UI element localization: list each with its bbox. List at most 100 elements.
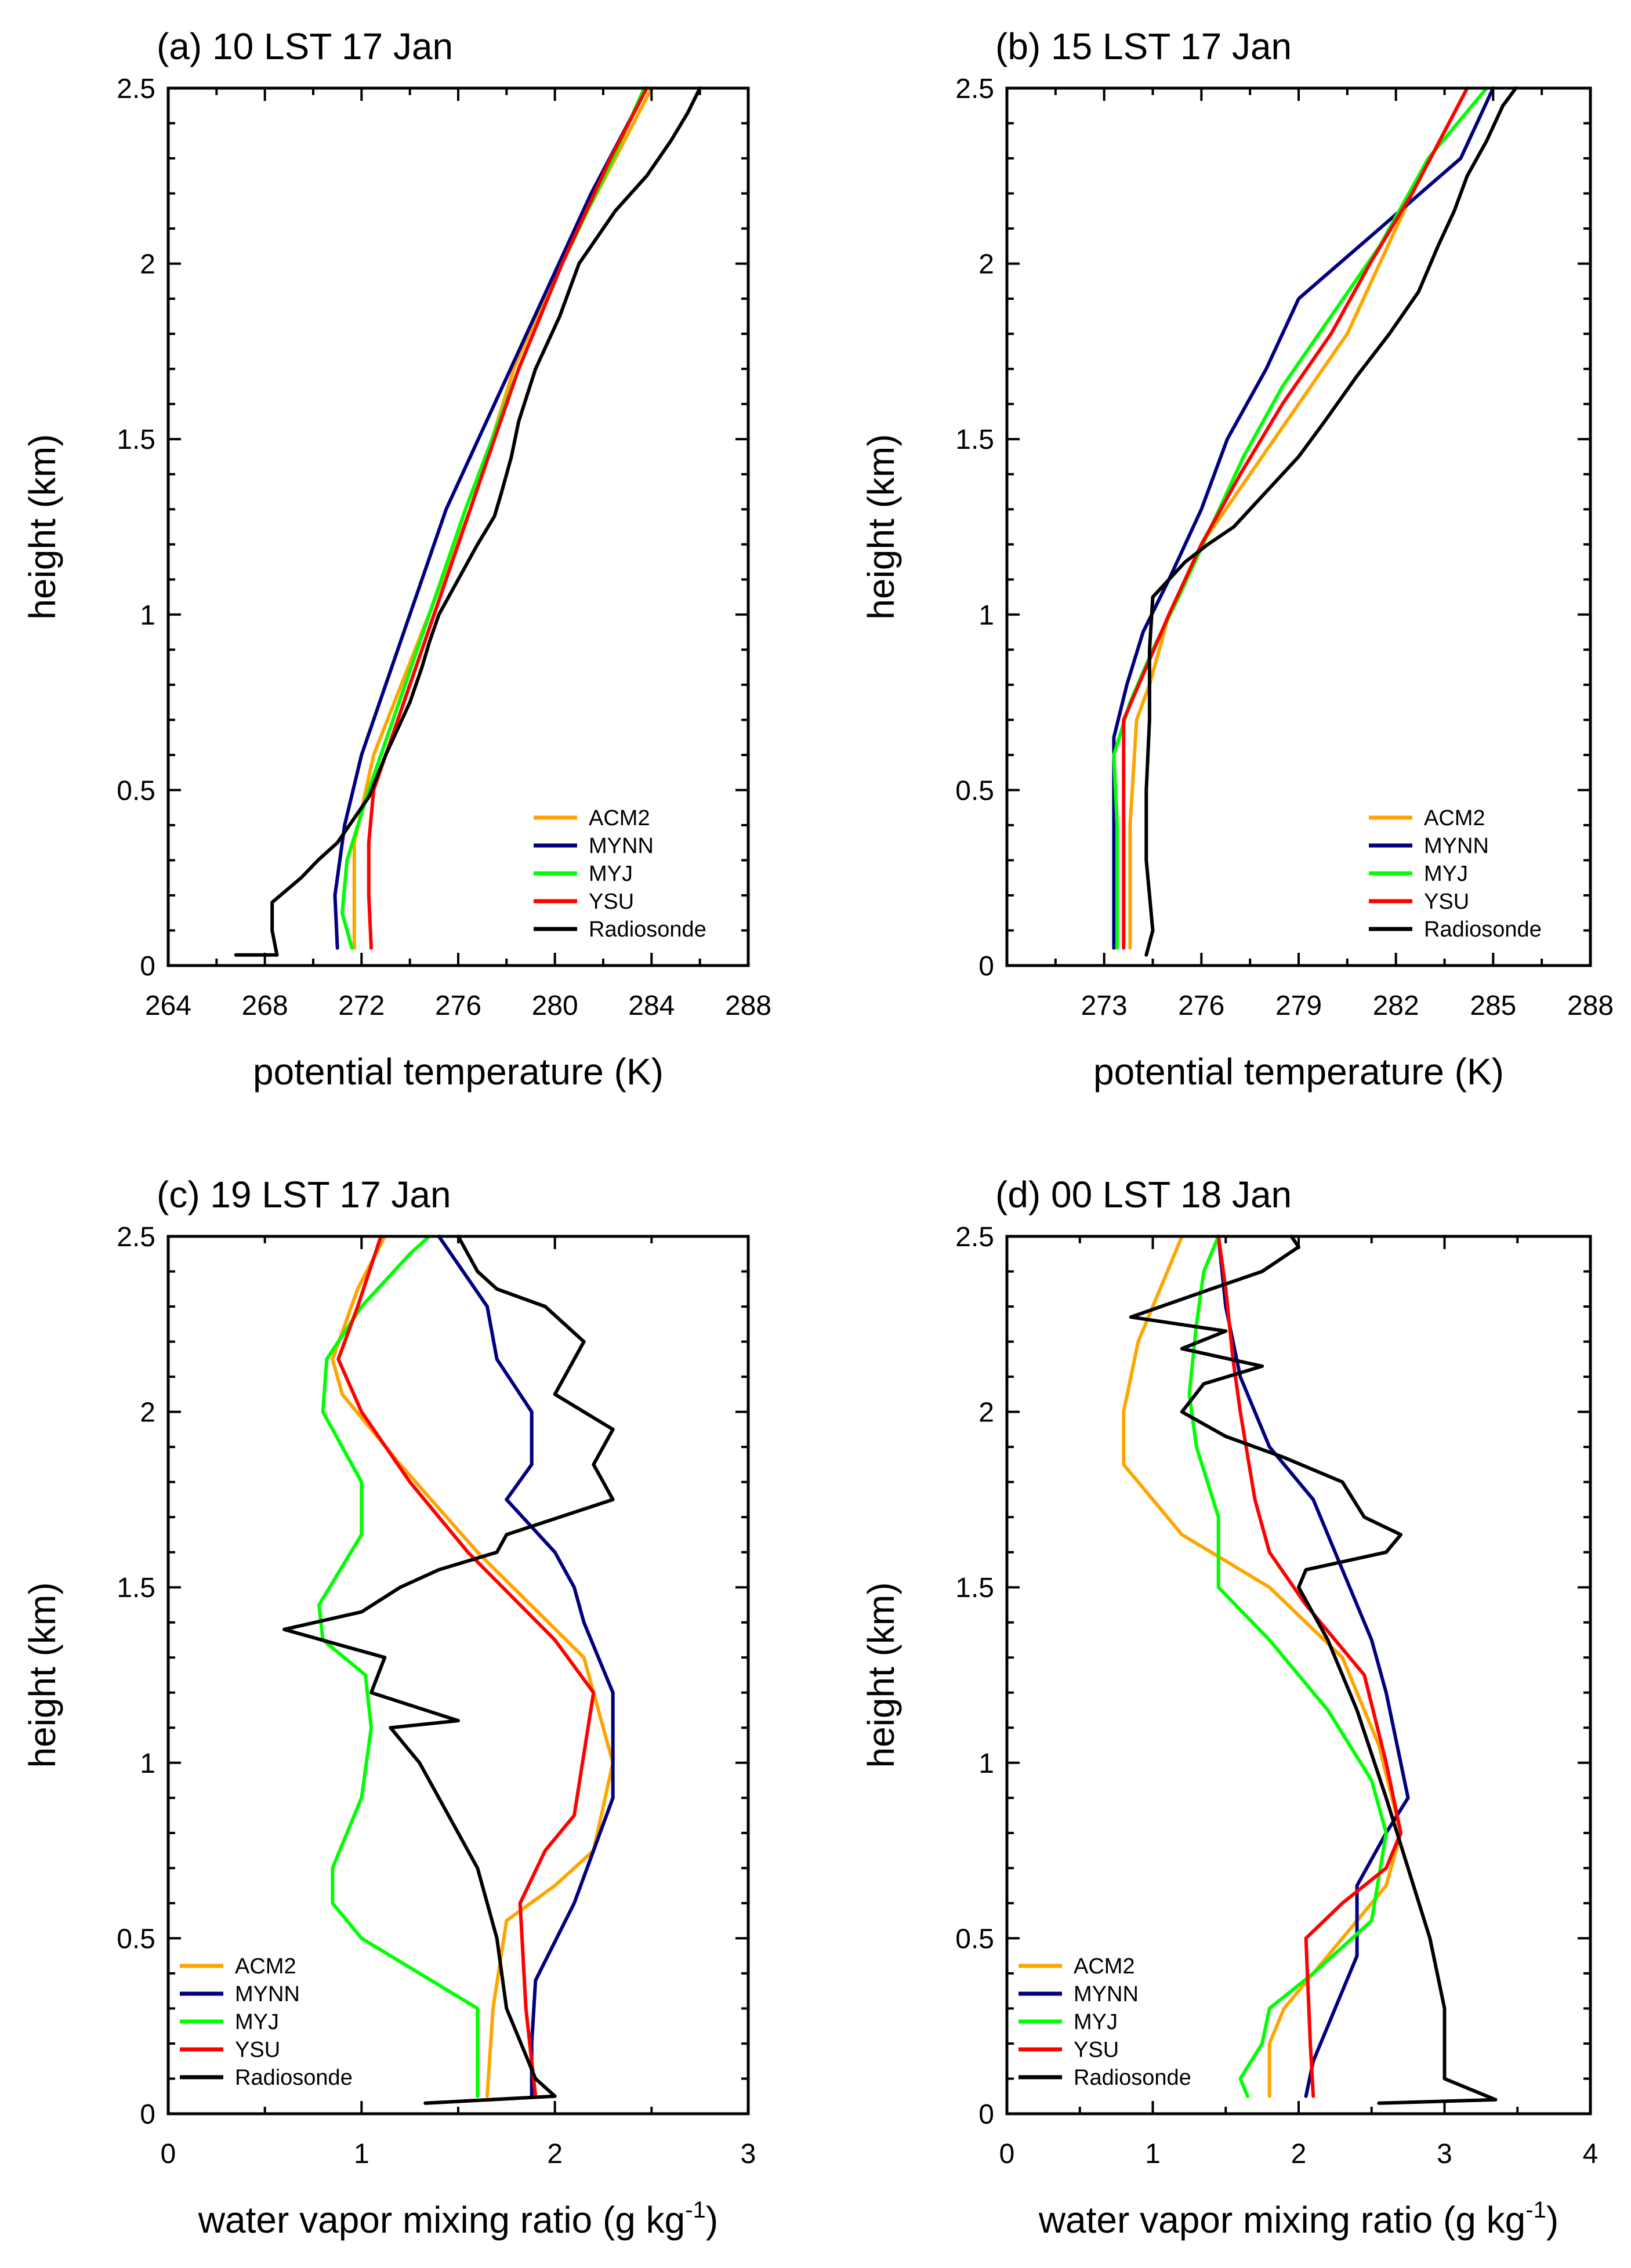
x-tick-label: 284 — [628, 990, 675, 1021]
x-axis-label-text: water vapor mixing ratio (g kg — [198, 2199, 685, 2241]
legend-label: ACM2 — [589, 806, 650, 830]
x-tick-label: 288 — [1567, 990, 1614, 1021]
legend-label: MYNN — [589, 834, 654, 858]
series-line-acm2 — [1128, 86, 1469, 950]
y-tick-label: 1 — [978, 1748, 994, 1779]
x-tick-label: 282 — [1373, 990, 1419, 1021]
series-line-radiosonde — [1129, 1235, 1498, 2105]
x-axis-label: water vapor mixing ratio (g kg-1) — [1038, 2197, 1558, 2241]
legend: ACM2 MYNN MYJ YSU Radiosonde — [180, 1954, 353, 2090]
x-tick-label: 276 — [1178, 990, 1224, 1021]
legend-label: YSU — [1074, 2038, 1119, 2062]
x-tick-label: 4 — [1583, 2139, 1599, 2169]
y-tick-label: 0 — [978, 2099, 994, 2130]
x-tick-label: 276 — [435, 990, 481, 1021]
x-axis-label: water vapor mixing ratio (g kg-1) — [198, 2197, 718, 2241]
panel-d: (d) 00 LST 18 Jan 0 1 2 3 4 0 0.5 1 1.5 2 2.5 water … — [860, 1174, 1598, 2241]
y-tick-label: 2 — [978, 1398, 994, 1428]
x-tick-label: 272 — [338, 990, 385, 1021]
y-tick-label: 2 — [978, 249, 994, 280]
x-tick-label: 279 — [1275, 990, 1322, 1021]
x-tick-label: 280 — [532, 990, 578, 1021]
y-tick-label: 2 — [140, 1398, 155, 1428]
x-axis-label-suffix: ) — [706, 2199, 718, 2241]
y-tick-label: 1.5 — [117, 424, 155, 455]
legend-label: ACM2 — [235, 1954, 296, 1979]
x-tick-label: 2 — [1291, 2139, 1307, 2169]
y-tick-label: 0.5 — [117, 775, 155, 806]
legend-label: MYNN — [1074, 1982, 1139, 2006]
series-line-acm2 — [1122, 1235, 1403, 2098]
legend-label: MYJ — [589, 862, 633, 886]
x-tick-label: 2 — [547, 2139, 563, 2169]
y-tick-label: 1.5 — [955, 1573, 994, 1603]
legend-label: Radiosonde — [1424, 917, 1542, 942]
plot-frame — [1005, 86, 1592, 967]
y-tick-label: 1 — [140, 1748, 155, 1779]
y-tick-label: 1.5 — [117, 1573, 155, 1603]
y-tick-label: 0 — [140, 2099, 155, 2130]
chart-title: (d) 00 LST 18 Jan — [995, 1174, 1292, 1215]
series-line-ysu — [367, 86, 648, 950]
chart-title: (a) 10 LST 17 Jan — [157, 26, 453, 67]
x-axis-label-text: water vapor mixing ratio (g kg — [1038, 2199, 1525, 2241]
series-line-myj — [317, 1235, 480, 2098]
x-tick-label: 3 — [1437, 2139, 1452, 2169]
legend-label: YSU — [589, 890, 634, 914]
x-tick-label: 3 — [741, 2139, 756, 2169]
legend-label: ACM2 — [1424, 806, 1485, 830]
x-axis-label-superscript: -1 — [1525, 2197, 1546, 2223]
x-tick-label: 1 — [1145, 2139, 1161, 2169]
panel-c: (c) 19 LST 17 Jan 0 1 2 3 0 0.5 1 1.5 2 2.5 water v… — [21, 1174, 756, 2241]
x-tick-label: 273 — [1081, 990, 1128, 1021]
x-axis-label-text: potential temperature (K) — [253, 1051, 664, 1093]
y-axis-label: height (km) — [860, 434, 902, 619]
series-line-radiosonde — [1144, 86, 1518, 957]
y-axis-label: height (km) — [860, 1582, 902, 1768]
legend-label: MYJ — [235, 2010, 279, 2034]
legend-label: MYJ — [1074, 2010, 1118, 2034]
series-line-radiosonde — [282, 1235, 615, 2105]
y-tick-label: 2.5 — [117, 1222, 155, 1253]
y-axis-label: height (km) — [21, 434, 63, 619]
series-line-ysu — [1122, 86, 1469, 950]
y-tick-label: 2.5 — [955, 1222, 994, 1253]
legend: ACM2 MYNN MYJ YSU Radiosonde — [534, 806, 706, 942]
x-axis-label-suffix: ) — [1546, 2199, 1558, 2241]
legend-label: ACM2 — [1074, 1954, 1135, 1979]
x-tick-label: 285 — [1470, 990, 1516, 1021]
legend-label: Radiosonde — [235, 2066, 353, 2090]
legend-label: Radiosonde — [589, 917, 706, 942]
x-tick-label: 1 — [354, 2139, 369, 2169]
legend: ACM2 MYNN MYJ YSU Radiosonde — [1019, 1954, 1191, 2090]
chart-title: (c) 19 LST 17 Jan — [157, 1174, 451, 1215]
series-line-mynn — [437, 1235, 615, 2098]
series-line-ysu — [1216, 1235, 1403, 2098]
series-line-mynn — [1112, 86, 1495, 950]
y-tick-label: 0.5 — [955, 775, 994, 806]
legend: ACM2 MYNN MYJ YSU Radiosonde — [1369, 806, 1542, 942]
x-tick-label: 268 — [242, 990, 288, 1021]
legend-label: MYNN — [1424, 834, 1489, 858]
series-line-radiosonde — [234, 86, 702, 957]
legend-label: Radiosonde — [1074, 2066, 1191, 2090]
x-axis-label-text: potential temperature (K) — [1093, 1051, 1504, 1093]
legend-label: YSU — [235, 2038, 280, 2062]
series-line-mynn — [333, 86, 648, 950]
y-tick-label: 0.5 — [117, 1924, 155, 1954]
y-tick-label: 0.5 — [955, 1924, 994, 1954]
panel-a: (a) 10 LST 17 Jan 264 268 272 276 280 284 288 0 0… — [21, 26, 771, 1093]
chart-title: (b) 15 LST 17 Jan — [995, 26, 1292, 67]
series-line-ysu — [336, 1235, 596, 2098]
y-tick-label: 2.5 — [955, 74, 994, 104]
x-axis-label: potential temperature (K) — [1093, 1051, 1504, 1093]
y-axis-label: height (km) — [21, 1582, 63, 1768]
y-tick-label: 1 — [140, 600, 155, 631]
x-tick-label: 0 — [161, 2139, 176, 2169]
y-tick-label: 0 — [978, 951, 994, 982]
legend-label: YSU — [1424, 890, 1469, 914]
legend-label: MYJ — [1424, 862, 1468, 886]
x-tick-label: 264 — [145, 990, 191, 1021]
x-tick-label: 288 — [725, 990, 771, 1021]
